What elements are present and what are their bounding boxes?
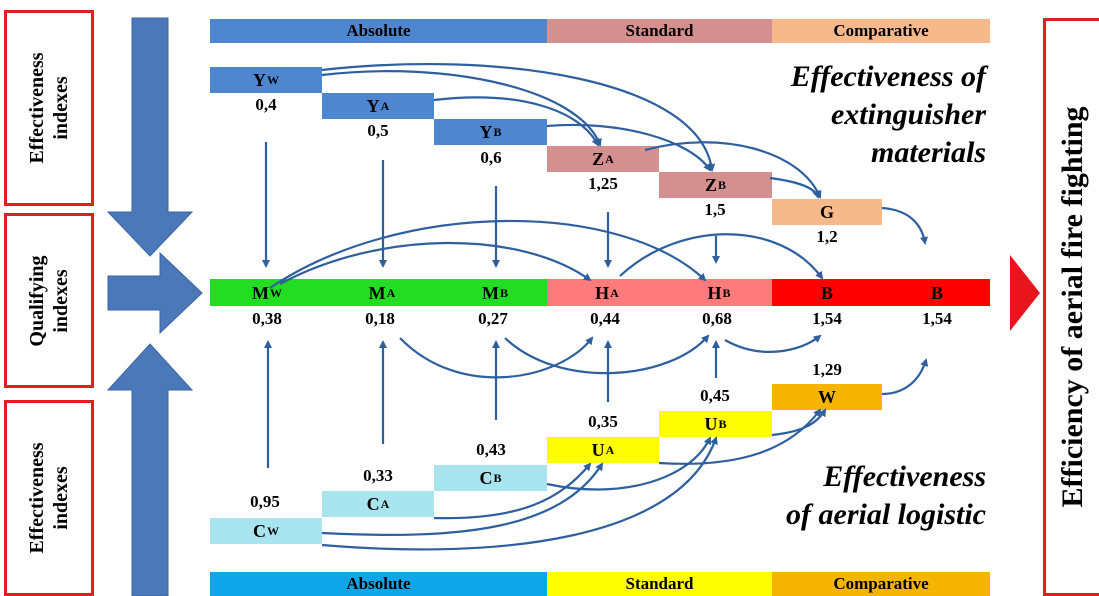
value-ha: 0,44: [590, 309, 620, 328]
left-label-middle-box: Qualifying indexes: [4, 213, 94, 388]
value-mb: 0,27: [478, 309, 508, 328]
arrow-yw-za: [321, 70, 602, 147]
left-label-top-box: Effectiveness indexes: [4, 10, 94, 206]
arrow-cw-ua: [321, 462, 604, 537]
bottom-band-standard: Standard: [547, 572, 772, 596]
node-b2: B: [930, 282, 943, 303]
arrow-ha-b1: [619, 233, 824, 280]
arrow-w-out: [881, 358, 929, 396]
arrow-ya-za: [433, 96, 599, 147]
value-cw: 0,95: [250, 492, 280, 511]
value-zb: 1,5: [704, 200, 726, 219]
value-cb: 0,43: [476, 440, 506, 459]
value-ca: 0,33: [363, 466, 393, 485]
value-yb: 0,6: [480, 148, 502, 167]
value-ua: 0,35: [588, 412, 618, 431]
bottom-band-absolute: Absolute: [210, 572, 547, 596]
value-w: 1,29: [812, 360, 842, 379]
bottom-band-comparative: Comparative: [772, 572, 990, 596]
up-block-arrow: [106, 343, 194, 596]
arrow-ca-ua: [433, 462, 592, 520]
red-right-arrow: [1010, 255, 1040, 331]
value-ma: 0,18: [365, 309, 395, 328]
arrow-za-g: [644, 141, 822, 199]
arrow-zb-g: [769, 176, 820, 199]
right-label-box: Efficiency of aerial fire fighting: [1043, 18, 1099, 596]
arrow-mw-ha: [279, 241, 592, 285]
down-block-arrow: [106, 17, 194, 257]
value-b1: 1,54: [812, 309, 842, 328]
value-b2: 1,54: [922, 309, 952, 328]
value-g: 1,2: [816, 227, 838, 246]
title-top: Effectiveness of extinguisher materials: [790, 60, 986, 169]
arrow-hb-b1: [724, 334, 822, 353]
node-b1: B: [820, 282, 833, 303]
top-band-comparative: Comparative: [772, 19, 990, 43]
arrow-ub-w: [771, 408, 827, 437]
left-label-bottom-box: Effectiveness indexes: [4, 400, 94, 596]
value-za: 1,25: [588, 174, 618, 193]
arrow-g-out: [881, 206, 928, 245]
arrow-mb-hb: [504, 334, 710, 375]
arrow-mw-hb: [269, 219, 707, 289]
value-ya: 0,5: [367, 121, 389, 140]
arrow-ma-ha: [399, 336, 594, 379]
top-band-standard: Standard: [547, 19, 772, 43]
node-w: W: [772, 384, 882, 410]
value-hb: 0,68: [702, 309, 732, 328]
right-block-arrow: [107, 251, 203, 335]
arrow-cb-ub: [546, 436, 712, 491]
arrow-ua-w: [658, 408, 822, 465]
arrow-cw-ub: [321, 436, 718, 551]
title-bottom: Effectiveness of aerial logistic: [786, 460, 986, 531]
qualifying-bar: [210, 279, 990, 306]
value-ub: 0,45: [700, 386, 730, 405]
arrow-yw-zb: [321, 63, 716, 172]
node-g: G: [772, 199, 882, 225]
value-yw: 0,4: [255, 95, 277, 114]
arrow-yb-zb: [546, 123, 712, 172]
top-band-absolute: Absolute: [210, 19, 547, 43]
value-mw: 0,38: [252, 309, 282, 328]
